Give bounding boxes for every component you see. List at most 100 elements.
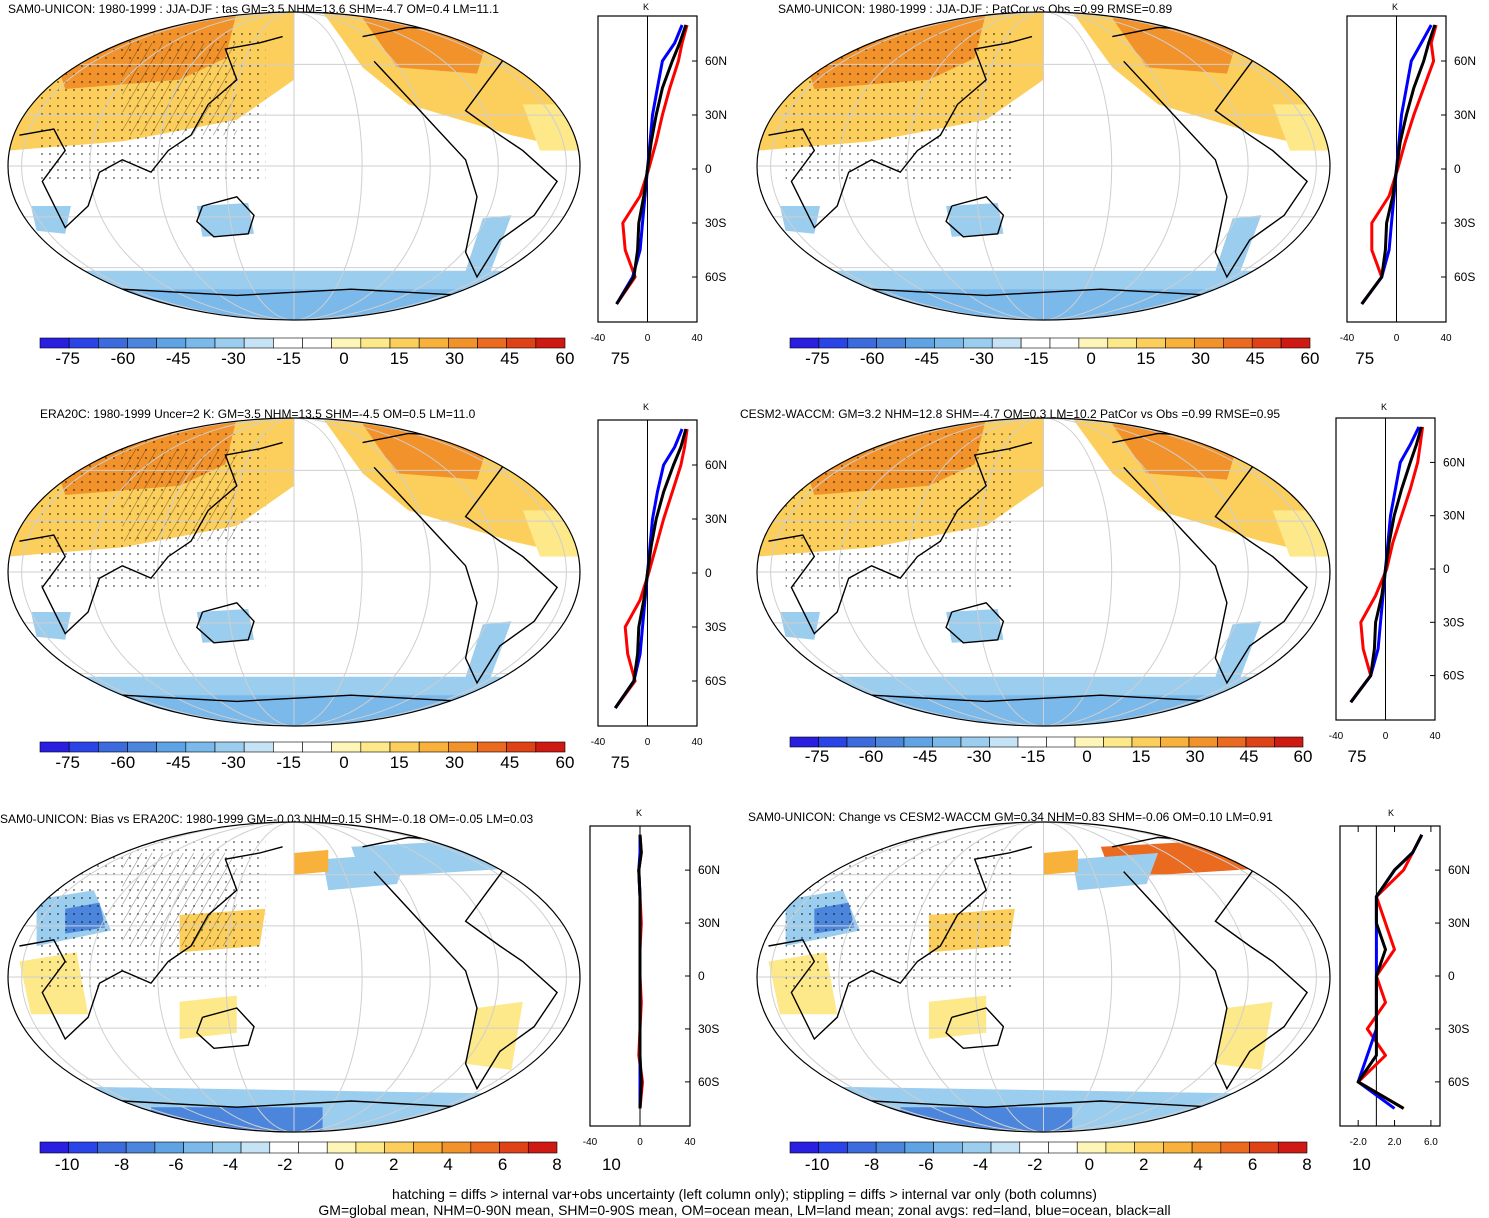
map-outline — [756, 11, 1331, 321]
footer-line-1: hatching = diffs > internal var+obs unce… — [392, 1186, 1097, 1202]
profile-lat-label: 30S — [705, 620, 726, 634]
colorbar-tick-label: 15 — [1132, 747, 1151, 766]
colorbar-swatch — [1049, 337, 1080, 349]
profile-x-tick-label: 40 — [684, 1137, 696, 1148]
colorbar-tick-label: 30 — [1191, 349, 1210, 368]
profile-lat-label: 30N — [705, 108, 727, 122]
colorbar-tick-label: -2 — [1027, 1155, 1042, 1174]
colorbar-tick-label: -8 — [114, 1155, 129, 1174]
colorbar-tick-label: -75 — [55, 349, 80, 368]
cool-region-south-america — [1215, 621, 1262, 683]
colorbar-swatch — [156, 337, 187, 349]
colorbar-swatch — [156, 741, 187, 753]
colorbar-swatch — [273, 741, 303, 753]
colorbar-tick-label: 2 — [389, 1155, 398, 1174]
colorbar-swatch — [963, 337, 993, 349]
colorbar-swatch — [1131, 736, 1161, 748]
colorbar-6: -10 -8 -6 -4 -2 0 2 4 6 8 10 — [789, 1141, 1371, 1174]
colorbar-swatch — [1048, 1141, 1078, 1154]
profile-lat-label: 0 — [1448, 969, 1455, 983]
colorbar-swatch — [1046, 736, 1076, 748]
colorbar-swatch — [1019, 1141, 1049, 1154]
colorbar-tick-label: -6 — [918, 1155, 933, 1174]
profile-lat-label: 60N — [705, 54, 727, 68]
colorbar-1: -75 -60 -45 -30 -15 0 15 30 45 60 75 — [39, 337, 630, 368]
colorbar-tick-label: -60 — [111, 753, 136, 772]
profile-lat-label: 60S — [698, 1075, 719, 1089]
profile-lat-label: 30S — [1443, 615, 1464, 629]
colorbar-swatch — [818, 337, 849, 349]
cool-region-australia — [196, 203, 254, 237]
colorbar-tick-label: 45 — [1240, 747, 1259, 766]
profile-lat-label: 30N — [1448, 916, 1470, 930]
colorbar-tick-label: 0 — [339, 753, 348, 772]
map-panel-5 — [7, 821, 581, 1133]
colorbar-swatch — [1163, 1141, 1193, 1154]
colorbar-tick-label: -30 — [221, 753, 246, 772]
colorbar-swatch — [214, 741, 245, 753]
profile-lat-label: 30S — [1454, 216, 1475, 230]
profile-x-tick-label: 6.0 — [1424, 1137, 1438, 1148]
colorbar-swatch — [326, 1141, 357, 1154]
warm-anomaly-5 — [294, 849, 329, 875]
colorbar-swatch — [1017, 736, 1047, 748]
profile-x-tick-label: 0 — [1394, 333, 1400, 344]
colorbar-swatch — [847, 1141, 877, 1154]
colorbar-swatch — [789, 1141, 820, 1154]
map-panel-2 — [756, 11, 1331, 321]
colorbar-swatch — [905, 337, 935, 349]
colorbar-tick-label: 15 — [390, 349, 409, 368]
colorbar-swatch — [97, 1141, 127, 1154]
colorbar-swatch — [990, 1141, 1021, 1154]
colorbar-tick-label: 45 — [1246, 349, 1265, 368]
colorbar-3: -75 -60 -45 -30 -15 0 15 30 45 60 75 — [39, 741, 630, 772]
colorbar-swatch — [185, 741, 216, 753]
zonal-profile-5: K -40 0 40 60N 30N 0 30S 60S — [583, 808, 720, 1148]
colorbar-tick-label: 75 — [1348, 747, 1367, 766]
zonal-profile-3: K -40 0 40 60N 30N 0 30S 60S — [591, 402, 727, 748]
colorbar-swatch — [960, 736, 990, 748]
colorbar-swatch — [1191, 1141, 1222, 1154]
colorbar-swatch — [1249, 1141, 1279, 1154]
profile-x-tick-label: 0 — [645, 737, 651, 748]
zonal-profile-6: K -2.0 2.0 6.0 60N 30N 0 30S 60S — [1339, 808, 1470, 1148]
colorbar-tick-label: -60 — [111, 349, 136, 368]
hatch-overlay — [122, 42, 237, 136]
colorbar-tick-label: 15 — [390, 753, 409, 772]
colorbar-swatch — [1105, 1141, 1135, 1154]
cool-anomaly-3 — [322, 853, 409, 891]
colorbar-tick-label: -10 — [55, 1155, 80, 1174]
colorbar-tick-label: 60 — [556, 753, 575, 772]
cool-region-south-africa — [779, 206, 820, 234]
colorbar-tick-label: -15 — [276, 349, 301, 368]
colorbar-swatch — [477, 337, 507, 349]
map-outline — [7, 417, 581, 727]
zonal-profile-2: K -40 0 40 60N 30N 0 30S 60S — [1340, 2, 1476, 344]
colorbar-tick-label: 0 — [1082, 747, 1091, 766]
colorbar-swatch — [269, 1141, 299, 1154]
colorbar-swatch — [1274, 736, 1304, 748]
colorbar-tick-label: -75 — [55, 753, 80, 772]
colorbar-swatch — [506, 337, 537, 349]
colorbar-swatch — [1160, 736, 1190, 748]
colorbar-tick-label: 30 — [1186, 747, 1205, 766]
colorbar-tick-label: -45 — [913, 747, 938, 766]
footer-line-2: GM=global mean, NHM=0-90N mean, SHM=0-90… — [318, 1202, 1171, 1218]
colorbar-tick-label: 60 — [1294, 747, 1313, 766]
colorbar-tick-label: 4 — [443, 1155, 452, 1174]
cool-region-south-america — [1215, 215, 1262, 277]
colorbar-swatch — [818, 1141, 848, 1154]
profile-x-tick-label: -40 — [591, 333, 606, 344]
panel-title-5: SAM0-UNICON: Bias vs ERA20C: 1980-1999 G… — [0, 812, 534, 826]
warm-anomaly-5 — [1043, 849, 1078, 875]
colorbar-swatch — [934, 337, 964, 349]
coastline-eurasia-africa — [19, 441, 283, 635]
warm-anomaly-3 — [1215, 1001, 1273, 1070]
colorbar-swatch — [183, 1141, 213, 1154]
colorbar-swatch — [1134, 1141, 1164, 1154]
panel-title-3: ERA20C: 1980-1999 Uncer=2 K: GM=3.5 NHM=… — [40, 407, 476, 421]
land-profile-line — [1360, 24, 1438, 305]
colorbar-swatch — [98, 337, 128, 349]
colorbar-4: -75 -60 -45 -30 -15 0 15 30 45 60 75 — [789, 736, 1367, 766]
